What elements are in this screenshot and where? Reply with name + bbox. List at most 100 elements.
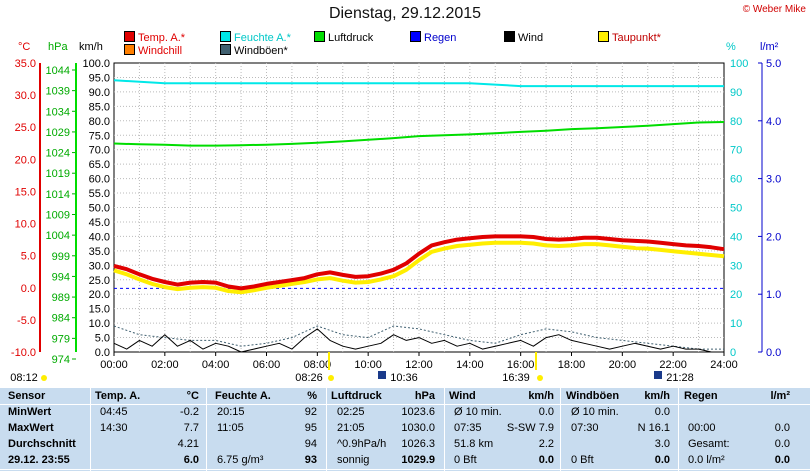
pressure-tick-label: 994	[52, 271, 70, 283]
table-cell: 0.0	[538, 406, 554, 418]
table-header: %	[307, 390, 317, 402]
rain-tick-label: 5.0	[766, 58, 781, 70]
series-feuchte-a	[113, 79, 724, 88]
rain-tick-label: 4.0	[766, 116, 781, 128]
table-header: Luftdruck	[331, 390, 382, 402]
rain-tick-label: 1.0	[766, 289, 781, 301]
chart-axes: 35.0 30.0 25.0 20.0 15.0 10.0 5.0 0.0 -5.0 -10.0 1…	[11, 58, 781, 371]
temp-tick-label: 0.0	[21, 283, 36, 295]
table-cell: 07:35	[454, 422, 482, 434]
wind-tick-label: 0.0	[95, 347, 110, 359]
pressure-tick-label: 1019	[46, 168, 70, 180]
table-cell: 93	[304, 454, 317, 466]
humidity-tick-label: 50	[730, 203, 742, 215]
time-tick-label: 08:00	[304, 359, 332, 371]
table-cell: 11:05	[217, 422, 244, 434]
legend-rain: Regen	[410, 31, 456, 44]
marker-center-right: 16:39	[502, 372, 530, 384]
wind-tick-label: 30.0	[89, 260, 110, 272]
table-cell: 94	[304, 438, 317, 450]
table-cell: Ø 10 min.	[571, 406, 619, 418]
wind-tick-label: 90.0	[89, 87, 110, 99]
table-row-label: 29.12. 23:55	[8, 454, 70, 466]
table-header: hPa	[414, 390, 435, 402]
wind-tick-label: 5.0	[95, 333, 110, 345]
summary-table	[0, 388, 810, 471]
pressure-tick-label: 1024	[46, 148, 70, 160]
table-cell: 2.2	[538, 438, 554, 450]
humidity-tick-label: 40	[730, 231, 742, 243]
table-column-divider	[678, 388, 679, 471]
temp-tick-label: 25.0	[15, 122, 36, 134]
sun-icon	[328, 375, 334, 381]
rain-tick-label: 2.0	[766, 231, 781, 243]
wind-tick-label: 85.0	[89, 101, 110, 113]
table-cell: 14:30	[100, 422, 128, 434]
humidity-tick-label: 90	[730, 87, 742, 99]
table-cell: 1030.0	[401, 422, 435, 434]
legend-gust: Windböen*	[220, 44, 288, 57]
table-cell: 0.0	[774, 422, 790, 434]
table-cell: 1023.6	[401, 406, 435, 418]
table-column-divider	[326, 388, 327, 471]
wind-tick-label: 70.0	[89, 145, 110, 157]
humidity-tick-label: 80	[730, 116, 742, 128]
wind-tick-label: 55.0	[89, 188, 110, 200]
table-cell: 6.75 g/m³	[217, 454, 264, 466]
humidity-tick-label: 20	[730, 289, 742, 301]
table-cell: 4.21	[177, 438, 199, 450]
pressure-unit: hPa	[48, 41, 68, 53]
pressure-tick-label: 1034	[46, 106, 70, 118]
series-temp-a	[113, 234, 725, 291]
table-cell: 92	[304, 406, 317, 418]
temp-tick-label: 20.0	[15, 154, 36, 166]
chart-grid	[113, 62, 725, 353]
table-column-divider	[444, 388, 445, 471]
pressure-tick-label: 999	[52, 251, 70, 263]
temp-tick-label: -10.0	[11, 347, 36, 359]
wind-tick-label: 35.0	[89, 246, 110, 258]
sunrise-icon	[41, 375, 47, 381]
table-header: Windböen	[566, 390, 620, 402]
table-cell: 51.8 km	[454, 438, 494, 450]
table-cell: -0.2	[180, 406, 199, 418]
legend-temp: Temp. A.*	[124, 31, 185, 44]
table-header: Wind	[449, 390, 476, 402]
sunset-icon	[537, 375, 543, 381]
pressure-tick-label: 1039	[46, 86, 70, 98]
weather-chart: 35.0 30.0 25.0 20.0 15.0 10.0 5.0 0.0 -5.0 -10.0 1…	[10, 58, 781, 384]
time-tick-label: 06:00	[253, 359, 281, 371]
wind-tick-label: 80.0	[89, 116, 110, 128]
time-tick-label: 18:00	[558, 359, 586, 371]
temp-tick-label: 5.0	[21, 251, 36, 263]
wind-tick-label: 65.0	[89, 159, 110, 171]
time-tick-label: 00:00	[100, 359, 128, 371]
legend-dewpoint: Taupunkt*	[598, 31, 661, 44]
legend-humidity: Feuchte A.*	[220, 31, 291, 44]
series-taupunkt	[113, 240, 725, 295]
humidity-tick-label: 0	[730, 347, 736, 359]
table-cell: ^0.9hPa/h	[337, 438, 387, 450]
temp-tick-label: 10.0	[15, 219, 36, 231]
time-tick-label: 16:00	[507, 359, 535, 371]
time-tick-label: 02:00	[151, 359, 179, 371]
wind-tick-label: 40.0	[89, 231, 110, 243]
table-cell: Gesamt:	[688, 438, 730, 450]
table-cell: sonnig	[337, 454, 370, 466]
table-cell: 0 Bft	[571, 454, 594, 466]
time-tick-label: 12:00	[405, 359, 433, 371]
time-tick-label: 14:00	[456, 359, 484, 371]
table-cell: 0 Bft	[454, 454, 477, 466]
table-cell: 0.0	[538, 454, 554, 466]
pressure-tick-label: 1014	[46, 189, 70, 201]
table-row-label: MinWert	[8, 406, 52, 418]
pressure-tick-label: 1004	[46, 230, 70, 242]
wind-tick-label: 45.0	[89, 217, 110, 229]
humidity-tick-label: 100	[730, 58, 748, 70]
temp-unit: °C	[18, 41, 31, 53]
legend-pressure: Luftdruck	[314, 31, 373, 44]
table-header: Sensor	[8, 390, 46, 402]
table-header: Feuchte A.	[215, 390, 271, 402]
wind-unit: km/h	[79, 41, 103, 53]
wind-tick-label: 25.0	[89, 275, 110, 287]
